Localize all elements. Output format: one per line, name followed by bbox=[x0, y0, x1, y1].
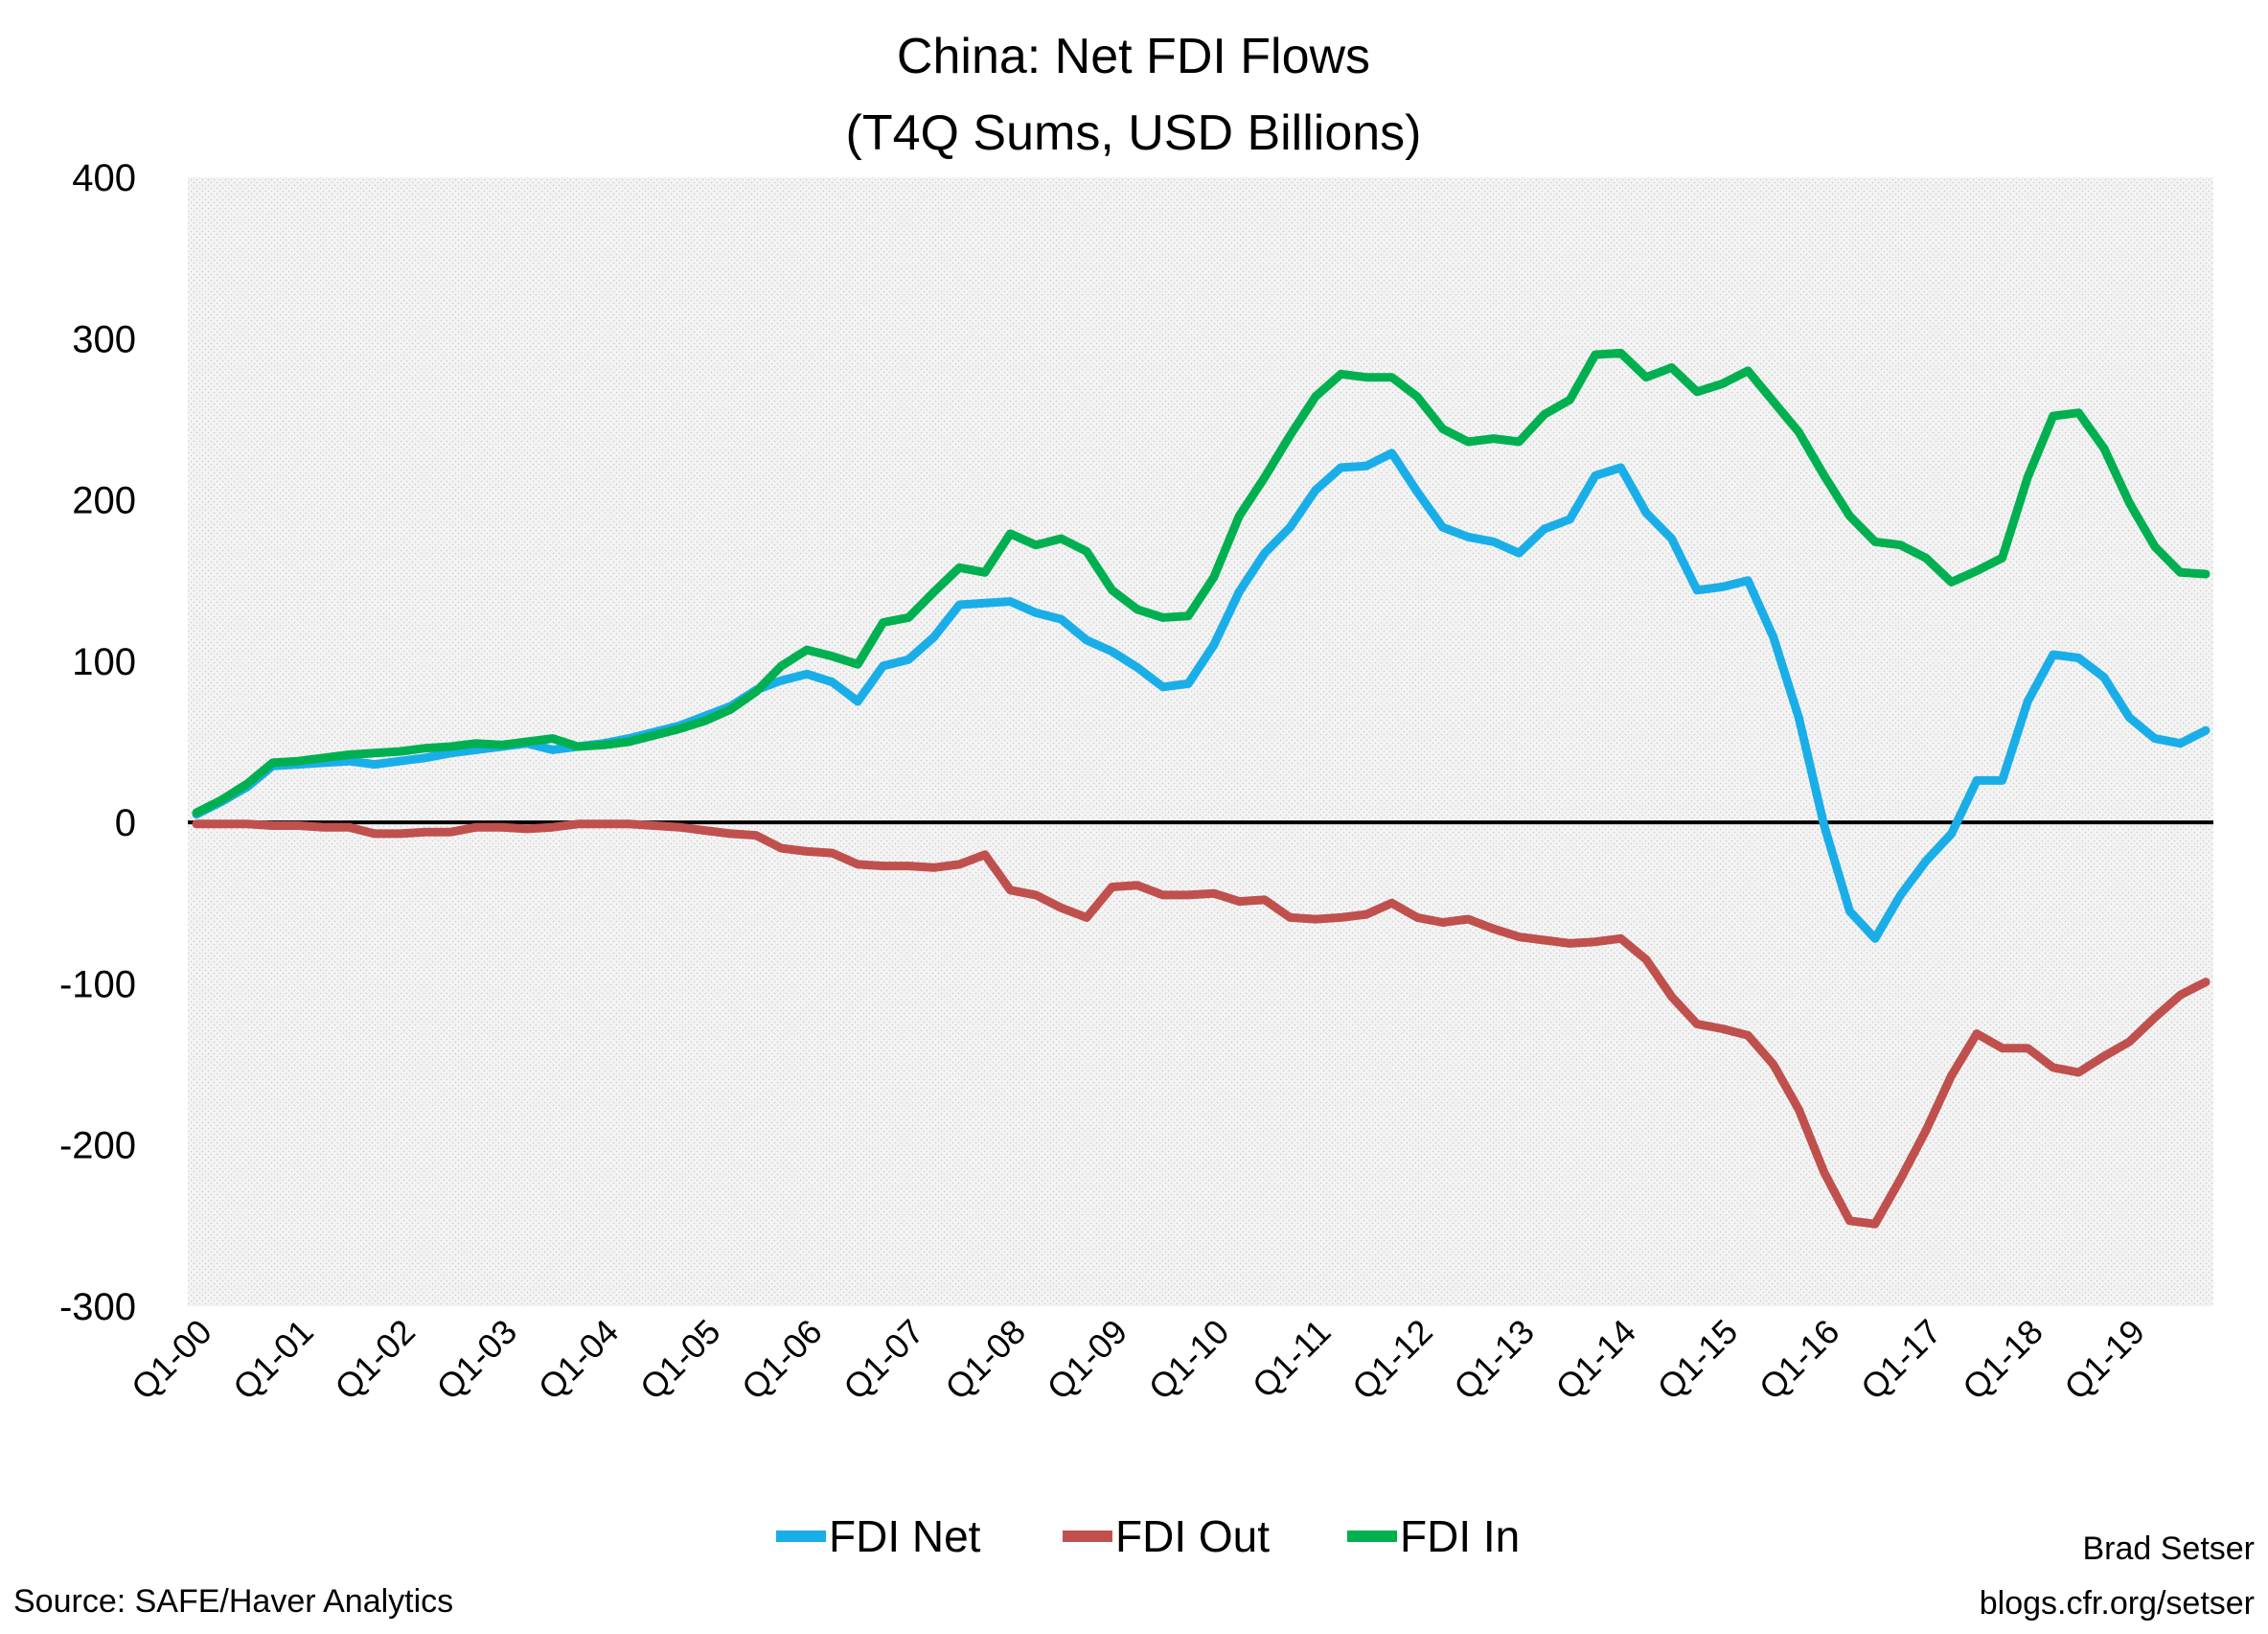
x-tick-label: Q1-05 bbox=[632, 1312, 728, 1408]
x-axis: Q1-00 Q1-01 Q1-02 Q1-03 Q1-04 Q1-05 Q1-06 Q1-07… bbox=[124, 1312, 2152, 1408]
x-tick-label: Q1-12 bbox=[1344, 1312, 1440, 1408]
series-line-fdi-in bbox=[192, 348, 2211, 817]
x-tick-label: Q1-07 bbox=[836, 1312, 931, 1408]
x-tick-label: Q1-18 bbox=[1955, 1312, 2050, 1408]
y-axis: 400 300 200 100 0 -100 -200 -300 bbox=[59, 157, 136, 1328]
legend-item-fdi-in: FDI In bbox=[1347, 1511, 1520, 1561]
legend-item-fdi-out: FDI Out bbox=[1063, 1511, 1270, 1561]
x-tick-label: Q1-19 bbox=[2056, 1312, 2152, 1408]
y-tick-label: -200 bbox=[59, 1125, 136, 1167]
y-tick-label: -300 bbox=[59, 1286, 136, 1328]
x-tick-label: Q1-16 bbox=[1752, 1312, 1847, 1408]
legend-label-fdi-net: FDI Net bbox=[829, 1511, 981, 1561]
legend-label-fdi-in: FDI In bbox=[1400, 1511, 1520, 1561]
x-tick-label: Q1-06 bbox=[734, 1312, 830, 1408]
x-tick-label: Q1-01 bbox=[225, 1312, 321, 1408]
y-tick-label: 300 bbox=[72, 318, 136, 360]
chart-subtitle: (T4Q Sums, USD Billions) bbox=[846, 105, 1422, 161]
x-tick-label: Q1-10 bbox=[1141, 1312, 1237, 1408]
y-tick-label: 100 bbox=[72, 641, 136, 683]
series-line-fdi-out bbox=[192, 819, 2211, 1229]
x-tick-label: Q1-09 bbox=[1040, 1312, 1135, 1408]
x-tick-label: Q1-17 bbox=[1853, 1312, 1949, 1408]
author-name: Brad Setser bbox=[2082, 1530, 2255, 1567]
y-tick-label: 0 bbox=[115, 802, 136, 844]
x-tick-label: Q1-13 bbox=[1446, 1312, 1542, 1408]
x-tick-label: Q1-03 bbox=[428, 1312, 524, 1408]
y-tick-label: 400 bbox=[72, 157, 136, 199]
x-tick-label: Q1-14 bbox=[1547, 1312, 1643, 1408]
chart-title: China: Net FDI Flows bbox=[897, 29, 1370, 84]
series-lines bbox=[192, 348, 2211, 1229]
y-tick-label: -100 bbox=[59, 963, 136, 1005]
legend: FDI Net FDI Out FDI In bbox=[776, 1511, 1520, 1561]
legend-item-fdi-net: FDI Net bbox=[776, 1511, 981, 1561]
legend-label-fdi-out: FDI Out bbox=[1115, 1511, 1270, 1561]
x-tick-label: Q1-15 bbox=[1650, 1312, 1746, 1408]
x-tick-label: Q1-00 bbox=[124, 1312, 219, 1408]
x-tick-label: Q1-02 bbox=[327, 1312, 423, 1408]
y-tick-label: 200 bbox=[72, 480, 136, 522]
x-tick-label: Q1-04 bbox=[531, 1312, 627, 1408]
author-url: blogs.cfr.org/setser bbox=[1980, 1585, 2255, 1622]
source-note: Source: SAFE/Haver Analytics bbox=[13, 1583, 453, 1620]
x-tick-label: Q1-11 bbox=[1245, 1312, 1339, 1406]
x-tick-label: Q1-08 bbox=[937, 1312, 1033, 1408]
